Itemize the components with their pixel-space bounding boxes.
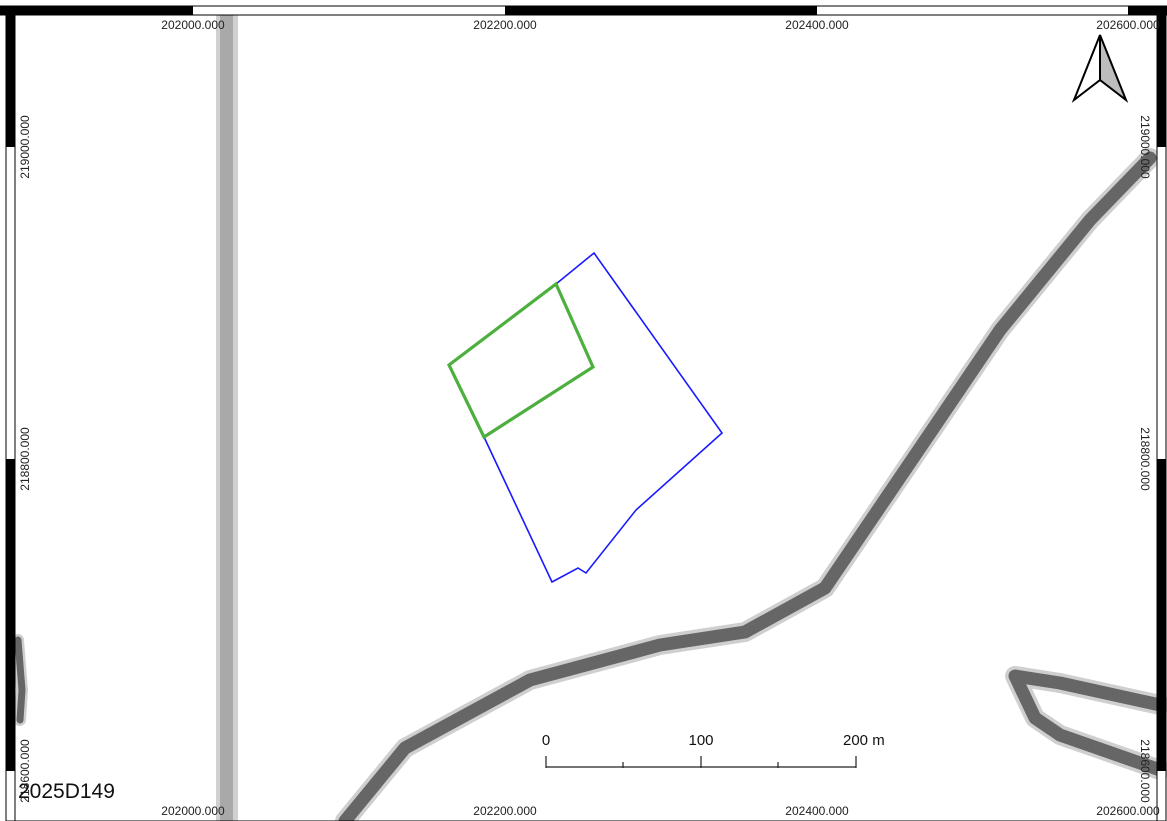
inner-parcel [446, 281, 596, 440]
map-id-label: 2025D149 [18, 780, 115, 803]
grid-label-x-bottom: 202000.000 [161, 804, 225, 818]
grid-labels-top: 202000.000 202200.000 202400.000 202600.… [161, 18, 1160, 32]
grid-label-x-bottom: 202200.000 [473, 804, 537, 818]
track-line [220, 15, 233, 821]
north-arrow-icon [1071, 34, 1129, 104]
grid-label-x-top: 202200.000 [473, 18, 537, 32]
road-main [335, 148, 1160, 821]
grid-label-y-right: 218600.000 [1138, 739, 1152, 803]
grid-label-y-left: 218600.000 [18, 739, 32, 803]
scale-bar: 0 100 200 m [542, 732, 885, 768]
grid-label-y-right: 219000.000 [1138, 115, 1152, 179]
scale-label-200m: 200 m [843, 732, 885, 749]
grid-label-x-top: 202600.000 [1096, 18, 1160, 32]
grid-label-y-left: 219000.000 [18, 115, 32, 179]
scale-label-0: 0 [542, 732, 550, 749]
grid-labels-right: 219000.000 218800.000 218600.000 [1138, 115, 1152, 803]
scale-label-100: 100 [688, 732, 713, 749]
grid-label-x-top: 202000.000 [161, 18, 225, 32]
grid-label-y-right: 218800.000 [1138, 427, 1152, 491]
road-fragment-left [12, 634, 29, 726]
grid-label-x-bottom: 202600.000 [1096, 804, 1160, 818]
grid-label-y-left: 218800.000 [18, 427, 32, 491]
road-branch [1005, 666, 1167, 780]
map-frame [0, 5, 1167, 821]
grid-label-x-bottom: 202400.000 [785, 804, 849, 818]
grid-labels-bottom: 202000.000 202200.000 202400.000 202600.… [161, 804, 1160, 818]
grid-labels-left: 219000.000 218800.000 218600.000 [18, 115, 32, 803]
grid-label-x-top: 202400.000 [785, 18, 849, 32]
